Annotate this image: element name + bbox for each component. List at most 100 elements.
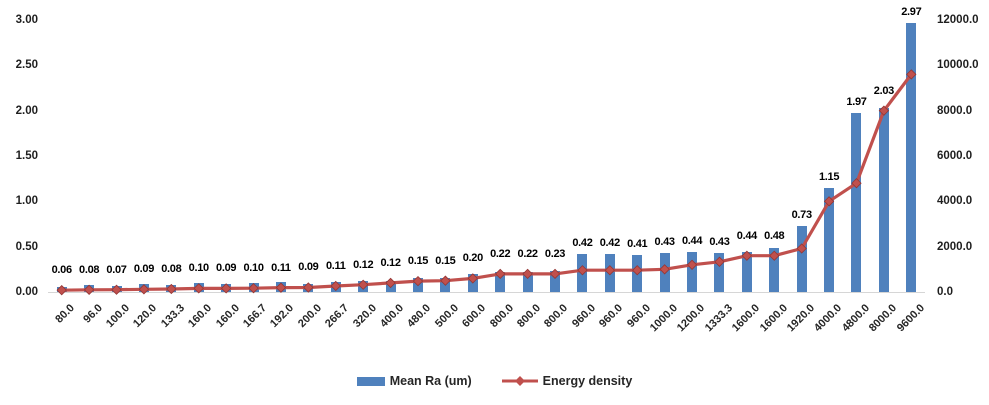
x-tick-label: 1600.0 bbox=[757, 302, 790, 335]
bar bbox=[659, 253, 670, 292]
bar bbox=[878, 107, 889, 292]
bar-value-label: 0.44 bbox=[736, 229, 758, 242]
bar bbox=[577, 253, 588, 292]
bar-value-label: 0.11 bbox=[271, 261, 291, 274]
legend-bar-swatch-icon bbox=[356, 376, 385, 386]
x-tick-label: 160.0 bbox=[186, 302, 215, 330]
x-tick-label: 96.0 bbox=[80, 302, 105, 326]
x-tick-label: 120.0 bbox=[131, 302, 160, 330]
bar-value-label: 0.09 bbox=[216, 262, 237, 275]
bar-value-label: 0.43 bbox=[654, 236, 676, 248]
bar-value-label: 0.22 bbox=[490, 247, 511, 260]
left-axis-tick-label: 0.00 bbox=[15, 286, 38, 298]
bar-value-label: 0.10 bbox=[188, 262, 210, 275]
bar bbox=[714, 253, 725, 292]
bar-value-label: 0.12 bbox=[353, 258, 374, 271]
bar-value-label: 0.41 bbox=[627, 237, 648, 250]
x-tick-label: 266.7 bbox=[323, 302, 352, 330]
bar bbox=[467, 273, 478, 292]
x-tick-label: 8000.0 bbox=[867, 302, 900, 335]
bar bbox=[275, 282, 286, 292]
bar-value-label: 2.97 bbox=[901, 5, 922, 18]
x-axis-line bbox=[48, 292, 925, 293]
bar-value-label: 1.15 bbox=[818, 170, 840, 183]
bar-value-label: 0.07 bbox=[106, 263, 127, 276]
bar bbox=[193, 282, 204, 292]
bar bbox=[769, 248, 780, 292]
bar bbox=[138, 283, 149, 292]
legend-label: Energy density bbox=[542, 374, 633, 388]
chart-legend: Mean Ra (um) Energy density bbox=[0, 374, 989, 388]
x-tick-label: 400.0 bbox=[378, 302, 407, 330]
bar bbox=[358, 281, 369, 292]
x-tick-label: 133.3 bbox=[158, 302, 187, 330]
bar-value-label: 0.15 bbox=[435, 254, 456, 267]
legend-line-diamond-icon bbox=[501, 376, 538, 386]
bar-value-label: 0.73 bbox=[791, 208, 813, 221]
bar bbox=[632, 254, 643, 292]
bar bbox=[851, 113, 862, 292]
right-axis-tick-label: 6000.0 bbox=[937, 150, 973, 162]
bar bbox=[84, 284, 95, 292]
bar bbox=[550, 271, 561, 292]
bar-value-label: 0.09 bbox=[133, 263, 155, 276]
bar bbox=[604, 253, 615, 292]
bar bbox=[248, 282, 259, 292]
x-tick-label: 480.0 bbox=[405, 302, 434, 330]
bar bbox=[495, 272, 506, 292]
bar-value-label: 2.03 bbox=[873, 84, 895, 97]
x-tick-label: 500.0 bbox=[432, 302, 461, 330]
legend-item[interactable]: Energy density bbox=[501, 374, 633, 388]
bar-value-label: 0.06 bbox=[51, 264, 73, 277]
x-tick-label: 1000.0 bbox=[647, 302, 681, 335]
x-tick-label: 800.0 bbox=[487, 302, 516, 330]
bar-value-label: 0.44 bbox=[681, 235, 703, 248]
bar bbox=[522, 272, 533, 292]
x-tick-label: 80.0 bbox=[53, 302, 78, 326]
bar-value-label: 0.09 bbox=[298, 261, 319, 274]
left-axis-tick-label: 1.00 bbox=[15, 195, 38, 208]
x-tick-label: 160.0 bbox=[213, 302, 242, 330]
bar bbox=[906, 22, 917, 292]
bar bbox=[440, 278, 451, 292]
right-axis-tick-label: 4000.0 bbox=[937, 195, 973, 208]
bar-value-label: 0.23 bbox=[544, 247, 566, 260]
legend-item[interactable]: Mean Ra (um) bbox=[356, 374, 472, 388]
left-axis-tick-label: 0.50 bbox=[15, 240, 38, 253]
x-tick-label: 960.0 bbox=[597, 302, 626, 330]
bar-value-label: 0.12 bbox=[380, 256, 401, 269]
x-tick-label: 192.0 bbox=[268, 302, 297, 330]
x-tick-label: 200.0 bbox=[295, 302, 324, 330]
bar-value-label: 0.10 bbox=[243, 262, 264, 275]
x-tick-label: 1600.0 bbox=[730, 302, 763, 335]
x-tick-label: 100.0 bbox=[104, 302, 133, 330]
legend-label: Mean Ra (um) bbox=[389, 374, 472, 388]
left-axis-tick-label: 3.00 bbox=[15, 14, 38, 26]
bar bbox=[330, 282, 341, 292]
left-axis-tick-label: 2.00 bbox=[15, 104, 38, 117]
bar bbox=[303, 283, 314, 292]
x-tick-label: 1333.3 bbox=[702, 302, 735, 335]
x-tick-label: 320.0 bbox=[350, 302, 379, 330]
bar bbox=[741, 252, 752, 292]
bar bbox=[412, 278, 423, 292]
right-axis-tick-label: 10000.0 bbox=[937, 59, 979, 72]
left-axis-tick-label: 1.50 bbox=[15, 150, 38, 162]
bar bbox=[824, 187, 835, 292]
x-tick-label: 1200.0 bbox=[675, 302, 708, 335]
right-axis-tick-label: 0.0 bbox=[937, 286, 953, 298]
bar-value-label: 0.08 bbox=[161, 262, 182, 275]
right-axis-tick-label: 12000.0 bbox=[937, 14, 979, 26]
bar-value-label: 1.97 bbox=[846, 96, 867, 109]
x-tick-label: 800.0 bbox=[515, 302, 544, 330]
bar-value-label: 0.11 bbox=[325, 259, 346, 272]
bar bbox=[385, 281, 396, 292]
x-tick-label: 600.0 bbox=[460, 302, 489, 330]
x-tick-label: 960.0 bbox=[569, 302, 598, 330]
x-tick-label: 4800.0 bbox=[839, 302, 872, 335]
bar-value-label: 0.42 bbox=[599, 236, 621, 249]
x-tick-label: 166.7 bbox=[241, 302, 270, 330]
right-axis-tick-label: 8000.0 bbox=[937, 104, 973, 117]
